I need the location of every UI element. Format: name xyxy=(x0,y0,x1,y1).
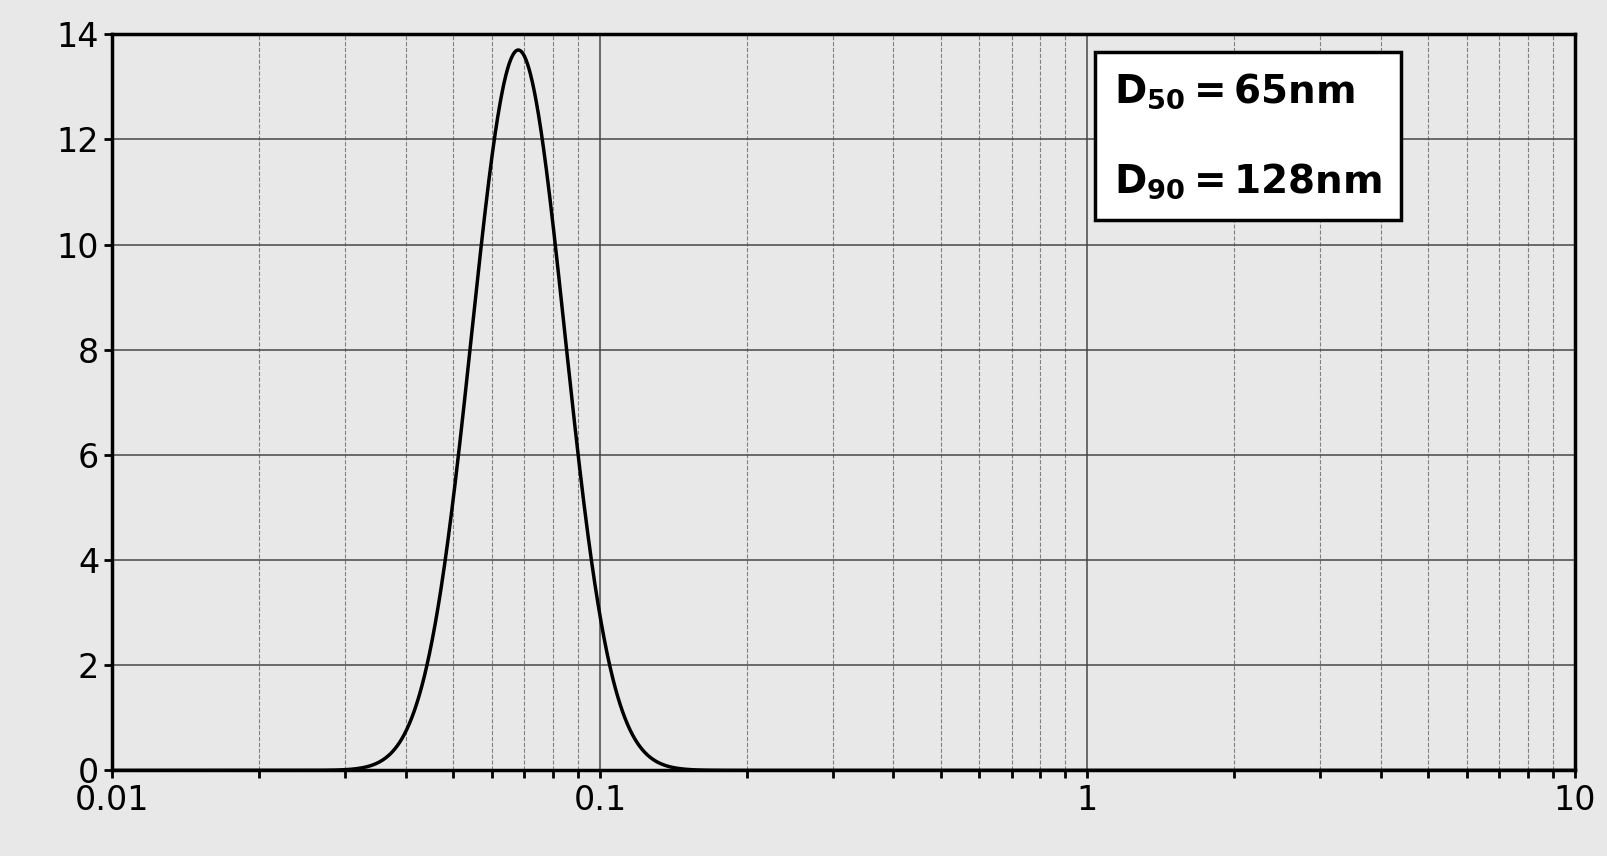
Text: $\mathbf{D_{50}}$$\mathbf{=65nm}$

$\mathbf{D_{90}}$$\mathbf{=128nm}$: $\mathbf{D_{50}}$$\mathbf{=65nm}$ $\math… xyxy=(1114,71,1382,200)
